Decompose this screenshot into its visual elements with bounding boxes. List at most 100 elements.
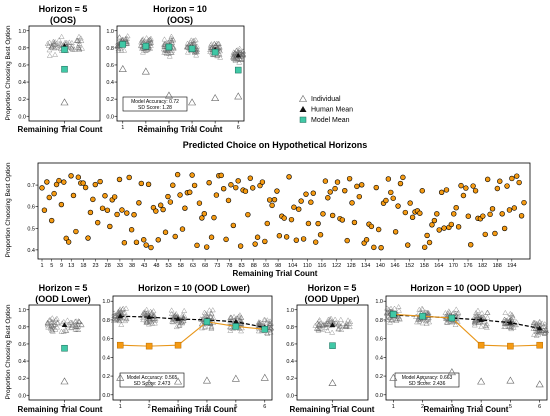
model-mean-marker [188,45,196,52]
x-tick-label: 2 [421,404,424,410]
prediction-point [431,217,438,224]
x-tick-label: 2 [144,125,147,131]
chart-marks: 0.00.20.40.60.81.010.00.20.40.60.81.01 2 3… [18,25,550,410]
prediction-point [424,232,430,239]
prediction-point [291,204,297,210]
model-mean-marker [390,311,397,318]
y-tick-label: 1.0 [18,29,26,35]
individual-marker [152,320,158,326]
prediction-point [482,231,488,238]
prediction-point [494,185,501,192]
individual-marker [190,38,196,44]
prediction-point [157,202,164,208]
prediction-point [375,226,382,233]
individual-marker [502,309,509,315]
y-tick-label: 0.4 [18,80,26,86]
prediction-point [247,175,254,181]
y-tick-label: 0.8 [106,46,114,52]
individual-marker [506,323,513,329]
individual-marker [62,327,69,333]
prediction-point [237,243,244,249]
individual-outlier [60,98,69,106]
prediction-point [395,203,401,209]
individual-marker [539,320,546,326]
prediction-point [392,229,399,235]
prediction-point [472,188,479,194]
panel-h10-ood-upper: Horizon = 10 (OOD Upper) Remaining Trial… [394,283,522,414]
individual-marker [234,47,241,53]
prediction-point [211,214,217,221]
individual-marker [201,309,208,315]
prediction-point [470,183,476,189]
x-tick-label: 5 [50,263,53,269]
prediction-point [276,233,283,239]
individual-marker [140,316,147,323]
individual-marker [113,316,120,322]
x-tick-label: 6 [263,404,266,410]
individual-marker [325,321,332,327]
prediction-point [68,173,74,179]
prediction-point [443,187,450,193]
individual-marker [384,309,391,315]
prediction-point [194,242,200,249]
individual-marker [509,311,515,317]
individual-marker [48,44,55,50]
prediction-point [421,244,428,250]
individual-marker [76,318,83,324]
individual-marker [209,307,216,313]
individual-marker [268,325,275,331]
legend-individual-label: Individual [311,96,341,103]
individual-marker [150,313,157,319]
prediction-point [143,242,149,248]
x-tick-label: 194 [507,263,516,269]
individual-marker [173,323,180,330]
x-tick-label: 1 [63,125,66,131]
x-tick-label: 6 [237,125,240,131]
individual-marker [501,316,508,322]
prediction-point [82,184,89,191]
individual-marker [173,310,180,317]
x-tick-label: 13 [68,263,74,269]
individual-marker [228,320,235,326]
prediction-point [99,205,106,211]
individual-marker [139,39,146,45]
prediction-point [271,196,278,203]
individual-marker [168,310,175,316]
prediction-point [124,210,130,216]
individual-marker [238,328,244,334]
individual-marker [177,319,184,325]
chart-p6: 0.0 0.2 0.4 0.6 0.8 1.0 1 [286,304,369,410]
prediction-point [204,244,210,250]
human-mean-marker [175,316,181,321]
individual-marker [346,320,353,326]
individual-marker [395,304,402,310]
individual-marker [445,310,452,316]
human-mean-marker [536,325,543,331]
individual-marker [227,324,234,330]
individual-marker [168,49,175,55]
individual-marker [48,325,54,331]
prediction-point [434,211,440,217]
prediction-point [235,178,241,184]
prediction-point [378,244,384,251]
individual-outlier [260,373,269,381]
individual-outlier [447,368,456,376]
individual-marker [199,325,205,331]
individual-marker [267,329,274,335]
prediction-point [438,189,445,196]
prediction-point [63,235,69,242]
individual-marker [484,309,491,315]
prediction-point [262,238,268,245]
individual-outlier [116,373,125,381]
prediction-point [174,171,181,178]
prediction-point [213,192,220,198]
prediction-point [225,197,232,204]
prediction-point [264,220,270,227]
individual-marker [140,309,147,315]
individual-marker [191,49,198,55]
individual-marker [69,321,76,327]
x-tick-label: 4 [480,404,483,410]
prediction-point [385,176,392,182]
individual-marker [68,325,74,331]
individual-marker [324,327,331,333]
